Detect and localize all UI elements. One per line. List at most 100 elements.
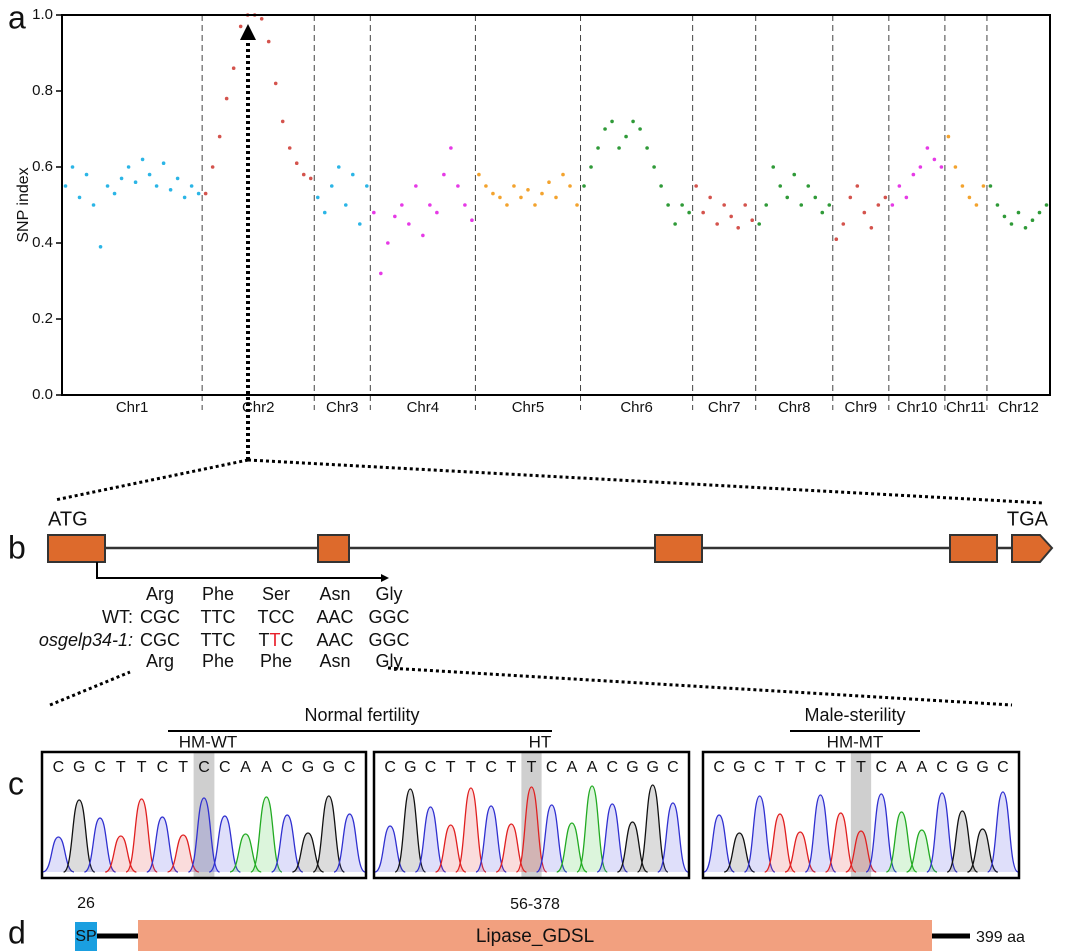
point	[92, 203, 96, 207]
point	[982, 184, 986, 188]
codon-text: Arg	[146, 584, 174, 604]
base-call: G	[302, 759, 314, 776]
trace-peak	[658, 803, 688, 872]
point	[729, 215, 733, 219]
base-call: C	[667, 759, 679, 776]
point	[813, 196, 817, 200]
point	[898, 184, 902, 188]
point	[863, 211, 867, 215]
base-call: C	[997, 759, 1009, 776]
point	[947, 135, 951, 139]
point	[134, 180, 138, 184]
point	[372, 211, 376, 215]
point	[771, 165, 775, 169]
x-category-label: Chr6	[620, 399, 653, 416]
codon-text: CGC	[140, 630, 180, 650]
x-category-label: Chr4	[407, 399, 440, 416]
point	[183, 196, 187, 200]
point	[624, 135, 628, 139]
point	[330, 184, 334, 188]
point	[1045, 203, 1049, 207]
point	[820, 211, 824, 215]
sp-label: SP	[75, 928, 96, 945]
base-call: A	[261, 759, 272, 776]
point	[589, 165, 593, 169]
codon-text: CGC	[140, 607, 180, 627]
point	[274, 82, 278, 86]
exon	[318, 535, 349, 562]
base-call: T	[775, 759, 785, 776]
point	[827, 203, 831, 207]
point	[799, 203, 803, 207]
base-call: C	[157, 759, 169, 776]
point	[638, 127, 642, 131]
base-call: C	[281, 759, 293, 776]
point	[78, 196, 82, 200]
base-call: C	[754, 759, 766, 776]
point	[547, 180, 551, 184]
base-call: C	[815, 759, 827, 776]
mutation-pointer	[97, 562, 385, 578]
point	[666, 203, 670, 207]
point	[239, 25, 243, 29]
point	[659, 184, 663, 188]
sp-end: 26	[77, 895, 95, 912]
point	[211, 165, 215, 169]
point	[834, 237, 838, 241]
codon-base: T	[259, 630, 270, 650]
point	[687, 211, 691, 215]
exon	[48, 535, 105, 562]
point	[421, 234, 425, 238]
point	[505, 203, 509, 207]
base-call: T	[446, 759, 456, 776]
point	[645, 146, 649, 150]
point	[954, 165, 958, 169]
panel-label: b	[8, 529, 26, 565]
trace-peak	[988, 792, 1018, 872]
point	[926, 146, 930, 150]
point	[603, 127, 607, 131]
point	[442, 173, 446, 177]
codon-text: Ser	[262, 584, 290, 604]
base-call: T	[116, 759, 126, 776]
point	[841, 222, 845, 226]
base-call: T	[506, 759, 516, 776]
point	[561, 173, 565, 177]
exon	[655, 535, 702, 562]
codon-text: Phe	[202, 584, 234, 604]
base-call: A	[896, 759, 907, 776]
point	[386, 241, 390, 245]
point	[225, 97, 229, 101]
figure: ATG TGA WT: osgelp34-1: 26 SP 56-378 Lip…	[0, 0, 1073, 951]
codon-text: AAC	[316, 607, 353, 627]
point	[652, 165, 656, 169]
codon-text: TTC	[259, 630, 294, 650]
base-call: C	[94, 759, 106, 776]
codon-text: Gly	[376, 584, 403, 604]
point	[99, 245, 103, 249]
point	[961, 184, 965, 188]
codon-text: GGC	[368, 607, 409, 627]
point	[1017, 211, 1021, 215]
codon-text: TCC	[258, 607, 295, 627]
start-codon: ATG	[48, 508, 88, 530]
point	[806, 184, 810, 188]
x-category-label: Chr7	[708, 399, 741, 416]
base-call: T	[795, 759, 805, 776]
point	[891, 203, 895, 207]
point	[848, 196, 852, 200]
group-label: Male-sterility	[804, 705, 905, 725]
point	[933, 158, 937, 162]
base-call: C	[198, 759, 210, 776]
point	[596, 146, 600, 150]
sample-label: HM-WT	[179, 732, 238, 751]
point	[764, 203, 768, 207]
point	[281, 120, 285, 124]
base-call: A	[240, 759, 251, 776]
point	[856, 184, 860, 188]
point	[106, 184, 110, 188]
point	[968, 196, 972, 200]
mutant-label: osgelp34-1:	[39, 630, 133, 650]
point	[456, 184, 460, 188]
codon-base: C	[281, 630, 294, 650]
